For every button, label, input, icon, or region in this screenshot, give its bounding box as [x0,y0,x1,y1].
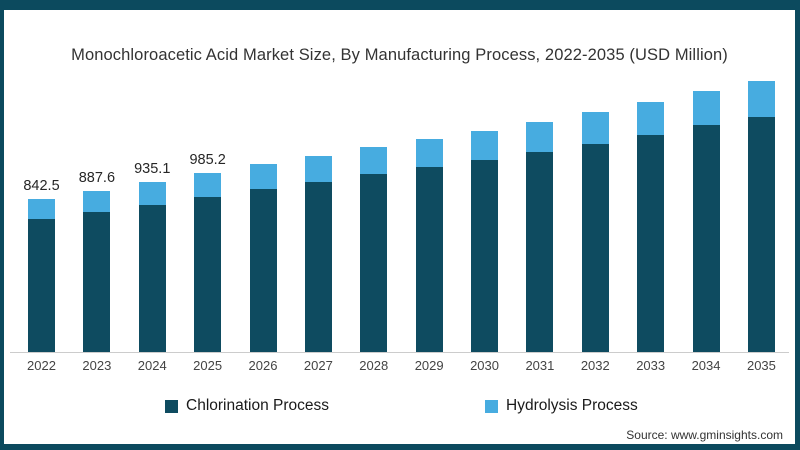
bar-segment-chlorination [526,152,554,352]
x-axis-label: 2029 [414,358,444,373]
stacked-bar-2032 [581,111,609,352]
bar-segment-hydrolysis [138,182,166,205]
legend: Chlorination Process Hydrolysis Process [4,396,795,418]
legend-label-chlorination: Chlorination Process [186,397,330,414]
bar-segment-hydrolysis [415,139,443,168]
stacked-bar-2035 [747,80,775,352]
bar-segment-hydrolysis [526,122,554,153]
bar-segment-chlorination [83,212,111,352]
source-credit: Source: www.gminsights.com [626,428,783,442]
stacked-bar-2023 [83,190,111,352]
stacked-bar-2033 [637,102,665,352]
stacked-bar-2031 [526,122,554,352]
bar-segment-hydrolysis [637,102,665,135]
chlorination-swatch-icon [165,399,178,413]
bar-segment-hydrolysis [249,163,277,189]
x-axis-line [10,352,789,353]
bar-value-label: 985.2 [189,152,226,169]
stacked-bar-2026 [249,163,277,352]
bar-segment-hydrolysis [471,131,499,161]
x-axis-label: 2027 [303,358,333,373]
bar-segment-chlorination [471,160,499,352]
bar-segment-chlorination [747,116,775,352]
bar-segment-chlorination [692,125,720,352]
x-axis-label: 2028 [359,358,389,373]
bar-segment-hydrolysis [360,146,388,175]
stacked-bar-2024 [138,182,166,352]
chart-title: Monochloroacetic Acid Market Size, By Ma… [71,46,728,64]
bar-segment-chlorination [138,204,166,352]
legend-item-hydrolysis-process: Hydrolysis Process [485,396,638,416]
bar-segment-hydrolysis [747,80,775,117]
plot-area: 842.5 2022 887.6 2023 935.1 2024 985.2 2025 2026… [4,10,795,444]
bar-segment-chlorination [360,174,388,352]
bar-segment-chlorination [637,134,665,352]
legend-label-hydrolysis: Hydrolysis Process [506,397,638,414]
x-axis-label: 2030 [470,358,499,373]
stacked-bar-2030 [471,131,499,352]
hydrolysis-swatch-icon [485,399,498,413]
bar-segment-chlorination [415,167,443,352]
x-axis-label: 2025 [193,358,223,373]
bar-value-label: 935.1 [134,161,171,178]
bar-segment-chlorination [581,143,609,352]
bar-segment-hydrolysis [194,173,222,197]
bar-segment-hydrolysis [581,111,609,144]
x-axis-label: 2034 [691,358,721,373]
stacked-bar-2034 [692,91,720,352]
bar-segment-chlorination [249,188,277,352]
x-axis-label: 2023 [82,358,112,373]
stacked-bar-2029 [415,139,443,352]
stacked-bar-2025 [194,173,222,352]
bar-segment-chlorination [28,219,55,352]
bar-segment-hydrolysis [304,156,332,182]
x-axis-label: 2033 [636,358,666,373]
stacked-bar-2028 [360,146,388,352]
legend-item-chlorination-process: Chlorination Process [165,396,329,416]
bar-segment-hydrolysis [28,199,55,220]
x-axis-label: 2022 [27,358,56,373]
stacked-bar-2022 [28,199,55,352]
bar-value-label: 887.6 [78,169,116,186]
x-axis-label: 2026 [248,358,278,373]
bar-segment-hydrolysis [83,190,111,213]
bar-value-label: 842.5 [23,178,60,194]
stacked-bar-2027 [304,156,332,352]
bar-segment-chlorination [194,196,222,352]
bar-segment-chlorination [304,181,332,352]
x-axis-label: 2031 [525,358,555,373]
x-axis-label: 2032 [580,358,610,373]
x-axis-label: 2035 [746,358,776,373]
bar-segment-hydrolysis [692,91,720,126]
x-axis-label: 2024 [137,358,167,373]
